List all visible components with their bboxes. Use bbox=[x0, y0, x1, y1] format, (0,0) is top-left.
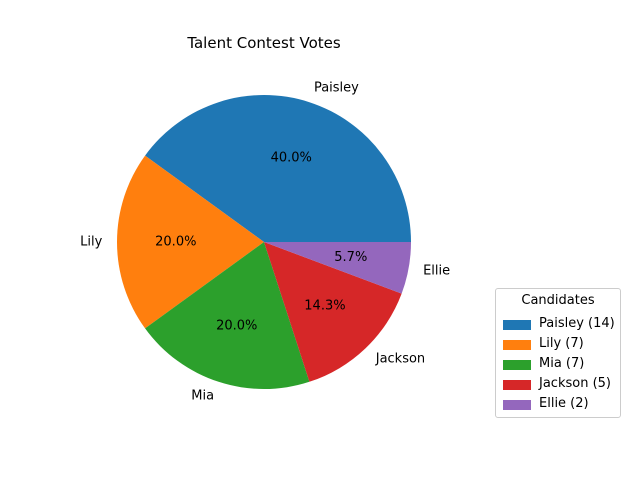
pie-slice-jackson bbox=[264, 242, 402, 382]
slice-label-paisley: Paisley bbox=[314, 81, 359, 96]
legend-swatch bbox=[503, 320, 531, 330]
slice-label-lily: Lily bbox=[80, 235, 102, 250]
legend-label: Jackson (5) bbox=[539, 376, 611, 391]
legend-swatch bbox=[503, 380, 531, 390]
legend: Candidates Paisley (14) Lily (7) Mia (7)… bbox=[495, 288, 621, 418]
chart-title: Talent Contest Votes bbox=[187, 34, 341, 52]
slice-pct-jackson: 14.3% bbox=[304, 298, 345, 313]
slice-label-jackson: Jackson bbox=[375, 351, 425, 366]
legend-label: Ellie (2) bbox=[539, 396, 589, 411]
legend-label: Lily (7) bbox=[539, 336, 584, 351]
legend-label: Paisley (14) bbox=[539, 316, 615, 331]
slice-pct-mia: 20.0% bbox=[216, 318, 257, 333]
legend-swatch bbox=[503, 400, 531, 410]
slice-pct-lily: 20.0% bbox=[155, 235, 196, 250]
pie-slice-ellie bbox=[264, 242, 411, 294]
slice-label-ellie: Ellie bbox=[423, 263, 450, 278]
legend-swatch bbox=[503, 360, 531, 370]
pie-slice-mia bbox=[145, 242, 310, 389]
pie-slice-paisley bbox=[145, 95, 411, 242]
slice-pct-ellie: 5.7% bbox=[334, 250, 367, 265]
legend-title: Candidates bbox=[521, 293, 595, 308]
legend-label: Mia (7) bbox=[539, 356, 585, 371]
pie-slice-lily bbox=[117, 155, 265, 329]
slice-label-mia: Mia bbox=[191, 388, 214, 403]
legend-swatch bbox=[503, 340, 531, 350]
slice-pct-paisley: 40.0% bbox=[271, 151, 312, 166]
